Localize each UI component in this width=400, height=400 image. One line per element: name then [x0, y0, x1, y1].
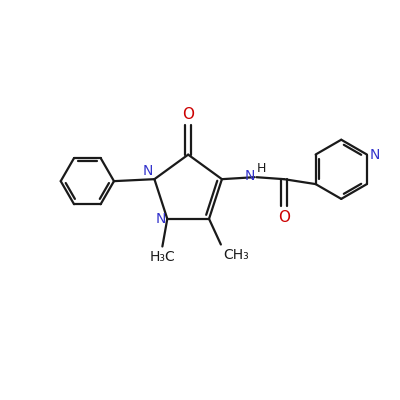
Text: N: N	[370, 148, 380, 162]
Text: O: O	[182, 107, 194, 122]
Text: H₃C: H₃C	[150, 250, 175, 264]
Text: CH₃: CH₃	[223, 248, 248, 262]
Text: N: N	[156, 212, 166, 226]
Text: N: N	[143, 164, 154, 178]
Text: O: O	[278, 210, 290, 225]
Text: H: H	[256, 162, 266, 175]
Text: N: N	[245, 169, 256, 183]
